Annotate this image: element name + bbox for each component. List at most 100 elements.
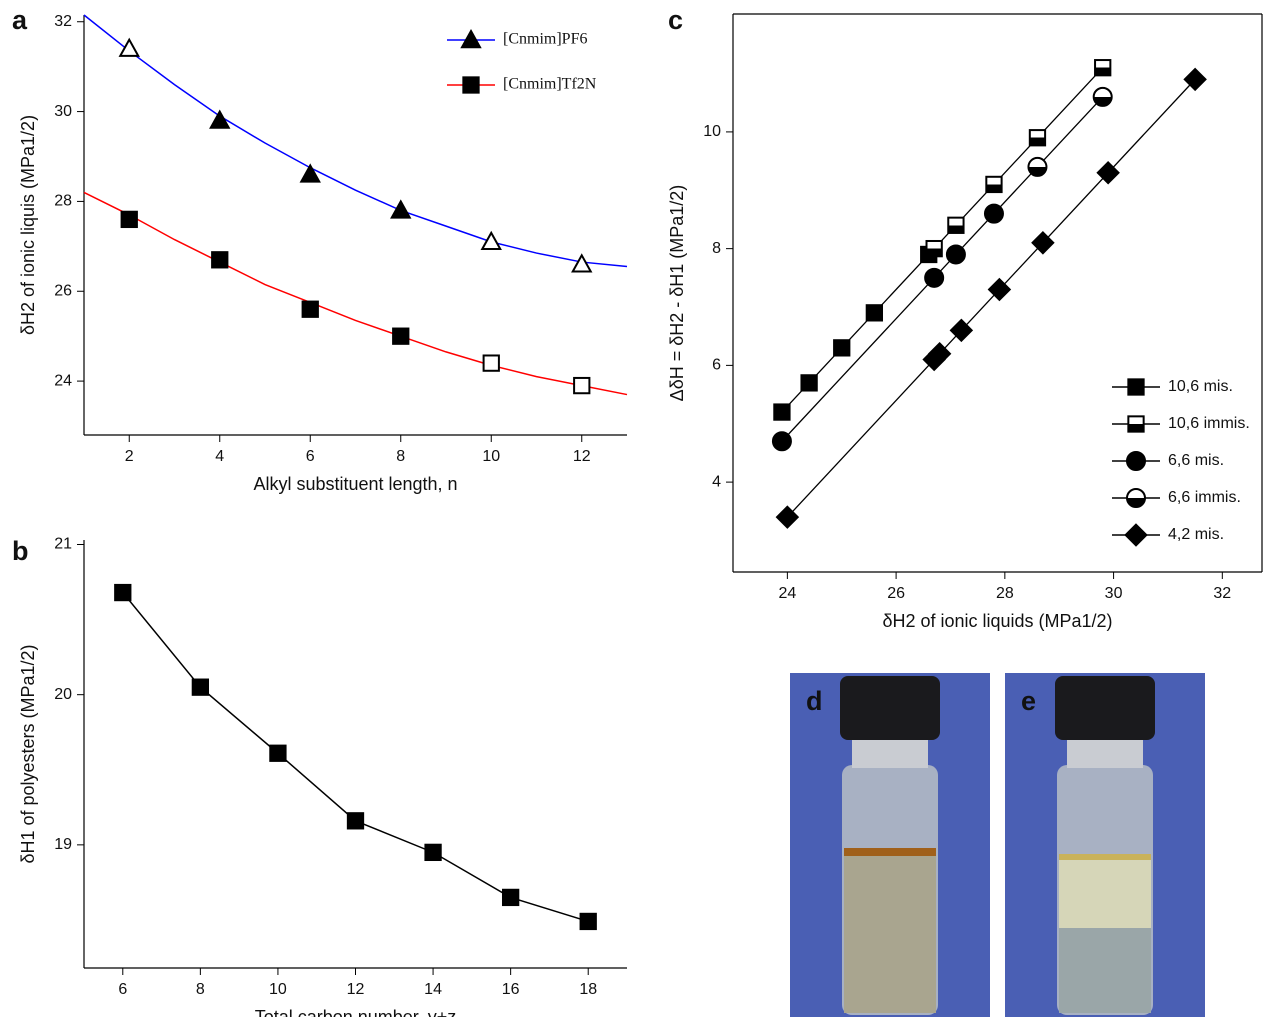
fit-line [786, 78, 1196, 518]
x-tick-label: 6 [306, 448, 315, 465]
y-tick-label: 6 [712, 357, 721, 374]
marker [390, 199, 412, 219]
legend-label: 6,6 immis. [1168, 489, 1241, 506]
x-tick-label: 6 [118, 981, 127, 998]
marker [925, 239, 943, 258]
y-tick-label: 19 [54, 836, 72, 853]
x-tick-label: 16 [502, 981, 520, 998]
y-tick-label: 24 [54, 372, 72, 389]
marker [983, 203, 1004, 224]
marker [346, 812, 365, 830]
marker [1127, 415, 1145, 433]
marker [987, 277, 1012, 302]
marker [985, 175, 1003, 194]
x-tick-label: 2 [125, 448, 134, 465]
marker [1027, 156, 1048, 177]
x-tick-label: 8 [196, 981, 205, 998]
marker [269, 744, 287, 762]
x-tick-label: 4 [215, 448, 224, 465]
x-tick-label: 12 [573, 448, 591, 465]
legend-label: 4,2 mis. [1168, 526, 1224, 543]
marker [800, 374, 818, 392]
marker [571, 253, 593, 273]
marker [1096, 160, 1120, 185]
marker [1031, 231, 1055, 255]
marker [771, 431, 792, 452]
legend-label: 6,6 mis. [1168, 452, 1224, 469]
x-tick-label: 10 [482, 448, 500, 465]
y-tick-label: 32 [54, 13, 72, 30]
y-tick-label: 10 [703, 123, 721, 140]
marker [1124, 523, 1148, 547]
marker [1127, 378, 1145, 396]
marker [209, 109, 231, 129]
marker [299, 163, 321, 183]
marker [480, 230, 502, 251]
photo-label: d [806, 686, 823, 716]
x-axis-label: δH2 of ionic liquids (MPa1/2) [882, 611, 1112, 631]
marker [1126, 488, 1146, 508]
marker [211, 251, 229, 269]
y-axis-label: δH2 of ionic liquis (MPa1/2) [18, 115, 38, 335]
x-tick-label: 24 [778, 585, 796, 602]
marker [924, 267, 945, 288]
legend-label: [Cnmim]Tf2N [503, 76, 597, 93]
x-tick-label: 26 [887, 585, 905, 602]
y-tick-label: 30 [54, 103, 72, 120]
marker [118, 37, 140, 57]
marker [120, 210, 138, 229]
marker [865, 304, 884, 322]
y-tick-label: 4 [712, 473, 721, 490]
marker [1092, 86, 1113, 107]
legend-label: 10,6 immis. [1168, 415, 1250, 432]
marker [945, 244, 966, 265]
x-tick-label: 8 [396, 448, 405, 465]
marker [1028, 129, 1047, 147]
marker [949, 318, 974, 343]
marker [460, 28, 482, 49]
x-tick-label: 18 [579, 981, 597, 998]
photo-label: e [1021, 686, 1036, 716]
x-tick-label: 28 [996, 585, 1014, 602]
y-tick-label: 26 [54, 282, 72, 299]
panel-label: c [668, 5, 683, 35]
marker [1126, 451, 1146, 471]
marker [773, 403, 791, 421]
x-tick-label: 30 [1105, 585, 1123, 602]
photo-d: d [790, 673, 990, 1017]
y-tick-label: 21 [54, 536, 72, 553]
x-tick-label: 14 [424, 981, 442, 998]
y-axis-label: δH1 of polyesters (MPa1/2) [18, 644, 38, 863]
marker [947, 216, 965, 234]
x-tick-label: 12 [347, 981, 365, 998]
line [122, 592, 589, 923]
panel-label: b [12, 536, 29, 566]
marker [501, 888, 520, 907]
marker [392, 327, 410, 345]
marker [833, 339, 851, 357]
fit-curve [83, 191, 628, 396]
marker [482, 354, 500, 372]
marker [927, 341, 952, 366]
legend-label: [Cnmim]PF6 [503, 31, 587, 48]
panel-label: a [12, 5, 28, 35]
marker [301, 300, 319, 318]
marker [573, 376, 591, 395]
marker [462, 76, 480, 94]
marker [114, 583, 132, 602]
y-tick-label: 8 [712, 240, 721, 257]
x-tick-label: 32 [1213, 585, 1231, 602]
marker [579, 912, 597, 931]
marker [775, 505, 800, 529]
marker [424, 843, 442, 862]
x-tick-label: 10 [269, 981, 287, 998]
legend-label: 10,6 mis. [1168, 378, 1233, 395]
fit-line [781, 96, 1104, 442]
marker [1183, 67, 1207, 92]
y-tick-label: 20 [54, 686, 72, 703]
y-tick-label: 28 [54, 193, 72, 210]
photos: d e [790, 673, 1205, 1017]
marker [1094, 59, 1112, 77]
fit-curve [83, 14, 628, 268]
y-axis-label: ΔδH = δH2 - δH1 (MPa1/2) [667, 185, 687, 402]
